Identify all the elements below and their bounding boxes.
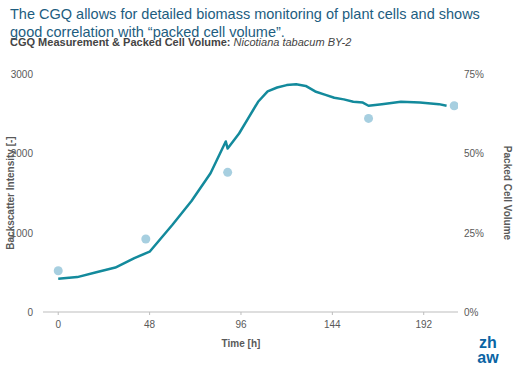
x-tick-label: 96	[235, 319, 247, 330]
y-tick	[42, 232, 43, 233]
plot-area	[54, 84, 458, 278]
y2-tick-label: 75%	[464, 69, 484, 80]
backscatter-line	[58, 84, 446, 278]
x-tick	[240, 312, 241, 315]
pcv-point	[450, 101, 458, 110]
x-tick-label: 48	[144, 319, 156, 330]
y2-tick	[458, 232, 459, 233]
x-tick	[149, 312, 150, 315]
y-tick	[42, 153, 43, 154]
x-tick-label: 0	[55, 319, 61, 330]
x-axis-label: Time [h]	[222, 338, 261, 349]
y2-tick	[458, 153, 459, 154]
y-axis-label: Backscatter Intensity [-]	[5, 136, 16, 249]
x-tick	[332, 312, 333, 315]
pcv-point	[364, 114, 373, 123]
pcv-point	[141, 235, 150, 244]
y-tick	[42, 312, 43, 313]
logo-text: aw	[477, 349, 499, 366]
pcv-point	[223, 168, 232, 177]
subtitle: CGQ Measurement & Packed Cell Volume: Ni…	[10, 36, 351, 48]
title: The CGQ allows for detailed biomass moni…	[10, 6, 480, 40]
pcv-point	[54, 266, 63, 275]
x-tick	[58, 312, 59, 315]
y-tick-label: 3000	[11, 69, 34, 80]
y2-tick	[458, 74, 459, 75]
y2-axis-label: Packed Cell Volume	[502, 146, 513, 241]
x-tick-label: 192	[415, 319, 432, 330]
y2-tick-label: 0%	[464, 307, 479, 318]
y-tick-label: 0	[27, 307, 33, 318]
x-tick	[423, 312, 424, 315]
y2-tick-label: 50%	[464, 148, 484, 159]
x-tick-label: 144	[324, 319, 341, 330]
y2-tick-label: 25%	[464, 228, 484, 239]
x-axis	[43, 312, 458, 313]
y-tick	[42, 74, 43, 75]
y2-tick	[458, 312, 459, 313]
